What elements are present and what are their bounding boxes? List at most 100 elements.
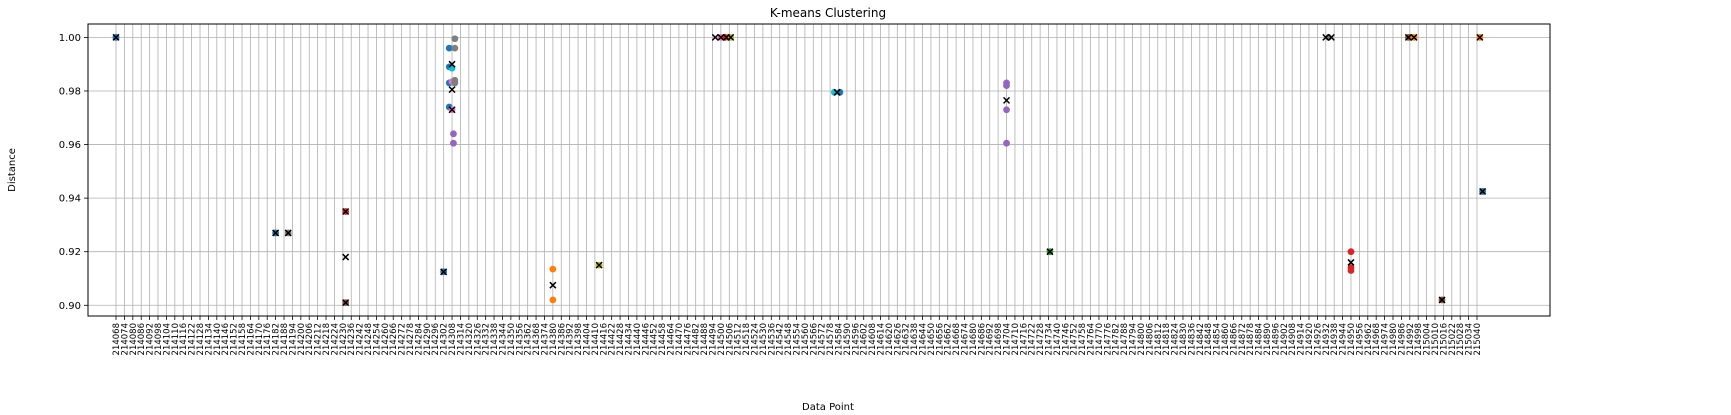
x-tick-label: 214770: [1095, 323, 1105, 355]
data-points: [112, 33, 1487, 307]
x-tick-label: 215034: [1465, 323, 1475, 355]
data-point: [451, 35, 459, 43]
x-tick-label: 214710: [1011, 323, 1021, 355]
x-tick-label: 214188: [280, 323, 290, 355]
x-tick-label: 214698: [994, 323, 1004, 355]
x-tick-label: 214656: [935, 323, 945, 355]
data-point: [450, 139, 457, 147]
x-tick-label: 214488: [700, 323, 710, 355]
centroid-marker: [1327, 33, 1335, 41]
centroid-marker: [448, 60, 456, 68]
x-tick-label: 214332: [482, 323, 492, 355]
x-tick-label: 214248: [364, 323, 374, 355]
x-tick-label: 214998: [1414, 323, 1424, 355]
x-tick-label: 214164: [246, 323, 256, 355]
x-tick-label: 214854: [1213, 323, 1223, 355]
x-tick-label: 214926: [1313, 323, 1323, 355]
centroid-marker: [448, 106, 456, 114]
x-tick-label: 214554: [793, 323, 803, 355]
x-tick-label: 214344: [498, 323, 508, 355]
x-tick-label: 214848: [1204, 323, 1214, 355]
x-tick-label: 214812: [1154, 323, 1164, 355]
x-tick-label: 214206: [305, 323, 315, 355]
x-tick-label: 214158: [238, 323, 248, 355]
x-tick-label: 214788: [1120, 323, 1130, 355]
x-tick-label: 214884: [1255, 323, 1265, 355]
x-tick-label: 214626: [893, 323, 903, 355]
x-tick-label: 214128: [196, 323, 206, 355]
centroid-marker: [1438, 296, 1446, 304]
x-tick-label: 214290: [423, 323, 433, 355]
x-tick-label: 214602: [860, 323, 870, 355]
x-tick-label: 214464: [666, 323, 676, 355]
x-tick-label: 214704: [1003, 323, 1013, 355]
x-axis-ticks: 2140682140742140802140862140922140982141…: [112, 316, 1483, 355]
centroid-marker: [717, 33, 725, 41]
x-tick-label: 214068: [112, 323, 122, 355]
plot-frame: [87, 23, 1551, 317]
x-tick-label: 214242: [356, 323, 366, 355]
x-tick-label: 214836: [1187, 323, 1197, 355]
x-tick-label: 214446: [641, 323, 651, 355]
x-tick-label: 214110: [171, 323, 181, 355]
centroid-marker: [1322, 33, 1330, 41]
x-tick-label: 214458: [658, 323, 668, 355]
x-tick-label: 214194: [288, 323, 298, 355]
x-tick-label: 214914: [1297, 323, 1307, 355]
centroid-markers: [112, 33, 1487, 307]
x-tick-label: 214356: [515, 323, 525, 355]
x-tick-label: 214326: [473, 323, 483, 355]
x-tick-label: 214506: [725, 323, 735, 355]
x-tick-label: 214818: [1162, 323, 1172, 355]
data-point: [549, 296, 557, 304]
x-tick-label: 214764: [1087, 323, 1097, 355]
x-tick-label: 214122: [188, 323, 198, 355]
x-tick-label: 214524: [750, 323, 760, 355]
x-tick-label: 214722: [1028, 323, 1038, 355]
centroid-marker: [1046, 248, 1054, 256]
y-axis-label: Distance: [7, 148, 18, 192]
x-tick-label: 214200: [297, 323, 307, 355]
x-tick-label: 214758: [1078, 323, 1088, 355]
x-tick-label: 214428: [616, 323, 626, 355]
x-tick-label: 214578: [826, 323, 836, 355]
x-tick-label: 214872: [1238, 323, 1248, 355]
x-tick-label: 214968: [1372, 323, 1382, 355]
grid: [88, 24, 1550, 316]
x-tick-label: 214482: [692, 323, 702, 355]
x-tick-label: 214272: [398, 323, 408, 355]
data-point: [1003, 139, 1010, 147]
x-tick-label: 214230: [339, 323, 349, 355]
centroid-marker: [1476, 33, 1484, 41]
x-tick-label: 214878: [1246, 323, 1256, 355]
x-tick-label: 214476: [683, 323, 693, 355]
y-tick-label: 0.92: [59, 247, 81, 258]
x-tick-label: 214830: [1179, 323, 1189, 355]
x-tick-label: 214440: [633, 323, 643, 355]
x-tick-label: 214434: [624, 323, 634, 355]
x-tick-label: 215016: [1439, 323, 1449, 355]
x-tick-label: 214572: [818, 323, 828, 355]
x-tick-label: 214254: [372, 323, 382, 355]
x-tick-label: 214338: [490, 323, 500, 355]
x-tick-label: 214512: [734, 323, 744, 355]
x-tick-label: 214314: [456, 323, 466, 355]
x-tick-label: 214278: [406, 323, 416, 355]
x-tick-label: 214938: [1330, 323, 1340, 355]
x-tick-label: 214560: [801, 323, 811, 355]
x-tick-label: 215040: [1473, 323, 1483, 355]
x-tick-label: 214986: [1397, 323, 1407, 355]
centroid-marker: [833, 88, 841, 96]
x-tick-label: 214500: [717, 323, 727, 355]
x-tick-label: 214716: [1019, 323, 1029, 355]
x-tick-label: 214644: [919, 323, 929, 355]
x-tick-label: 214140: [213, 323, 223, 355]
x-tick-label: 214728: [1036, 323, 1046, 355]
centroid-marker: [1347, 258, 1355, 266]
y-tick-label: 0.98: [59, 86, 81, 97]
x-tick-label: 214674: [961, 323, 971, 355]
x-tick-label: 214752: [1070, 323, 1080, 355]
x-tick-label: 214950: [1347, 323, 1357, 355]
x-tick-label: 214542: [776, 323, 786, 355]
x-tick-label: 214308: [448, 323, 458, 355]
